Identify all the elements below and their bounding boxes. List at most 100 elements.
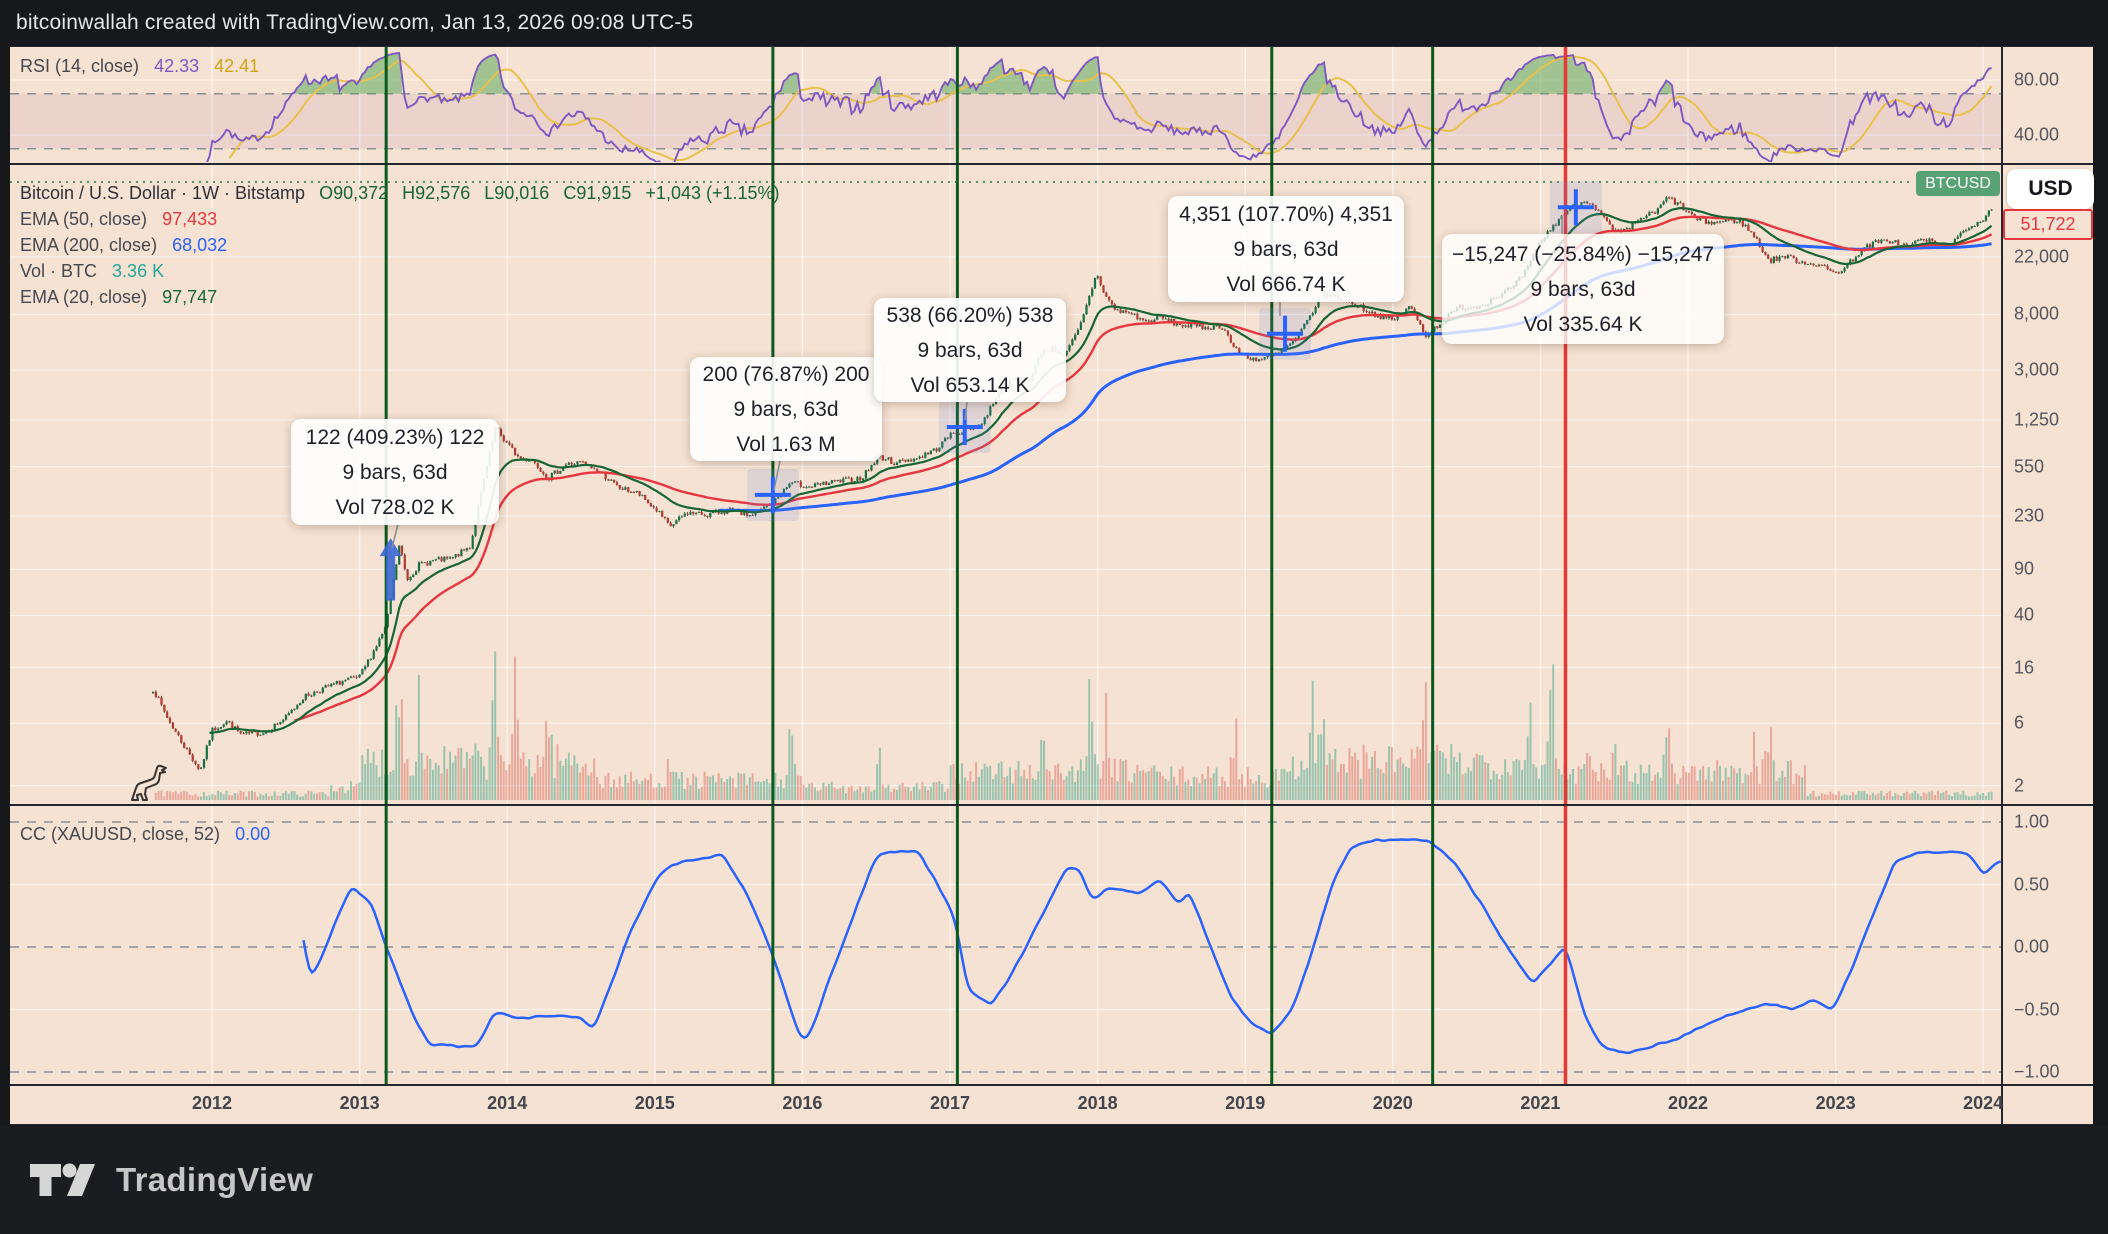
price-axis-label: 550 <box>2014 456 2045 477</box>
measurement-callout[interactable]: 200 (76.87%) 200 9 bars, 63d Vol 1.63 M <box>690 357 882 461</box>
time-axis-label: 2013 <box>339 1093 380 1113</box>
time-axis-label: 2020 <box>1372 1093 1413 1113</box>
ohlc-open: O90,372 <box>319 183 389 203</box>
rsi-legend[interactable]: RSI (14, close) 42.33 42.41 <box>20 56 259 77</box>
indicator-row-ema200[interactable]: EMA (200, close) 68,032 <box>20 232 780 258</box>
time-axis-label: 2023 <box>1815 1093 1856 1113</box>
time-axis-label: 2015 <box>634 1093 675 1113</box>
time-axis-label: 2017 <box>929 1093 971 1113</box>
cc-axis-label: 0.00 <box>2014 936 2050 957</box>
callout-text: −15,247 (−25.84%) −15,247 <box>1451 242 1715 266</box>
indicator-value: 97,433 <box>162 209 218 229</box>
ohlc-change: +1,043 (+1.15%) <box>645 183 780 203</box>
price-axis-label: 22,000 <box>2014 246 2070 267</box>
time-axis-label: 2016 <box>782 1093 823 1113</box>
up-arrow-drawing[interactable] <box>379 538 402 601</box>
price-axis-label: 2 <box>2014 775 2025 796</box>
rsi-series <box>206 51 1993 162</box>
volume-bars <box>154 651 1993 800</box>
cc-axis-label: −0.50 <box>2014 999 2060 1019</box>
time-axis-label: 2022 <box>1667 1093 1709 1113</box>
time-axis-label: 2019 <box>1225 1093 1266 1113</box>
price-axis-label: 40 <box>2014 604 2035 625</box>
measurement-callout[interactable]: 122 (409.23%) 122 9 bars, 63d Vol 728.02 K <box>291 419 499 525</box>
ohlc-close: C91,915 <box>563 183 632 203</box>
callout-text: 9 bars, 63d <box>917 338 1023 362</box>
cc-axis-label: 0.50 <box>2014 874 2050 894</box>
cc-value: 0.00 <box>235 824 271 844</box>
price-axis-label: 8,000 <box>2014 303 2060 324</box>
ohlc-low: L90,016 <box>484 183 550 203</box>
plus-marker-drawing[interactable] <box>1267 315 1304 352</box>
currency-usd-button[interactable]: USD <box>2007 169 2094 209</box>
callout-text: 4,351 (107.70%) 4,351 <box>1179 202 1393 226</box>
time-axis-label: 2014 <box>487 1093 528 1113</box>
current-price-label: 51,722 <box>2003 209 2093 240</box>
indicator-row-volume[interactable]: Vol · BTC 3.36 K <box>20 258 780 284</box>
indicator-value: 68,032 <box>172 235 228 255</box>
cc-axis-label: −1.00 <box>2014 1061 2060 1082</box>
indicator-label: EMA (200, close) <box>20 235 158 255</box>
ohlc-high: H92,576 <box>402 183 471 203</box>
callout-text: 9 bars, 63d <box>342 460 448 484</box>
rsi-axis-label: 80.00 <box>2014 69 2060 90</box>
indicator-label: EMA (50, close) <box>20 209 148 229</box>
indicator-label: Vol · BTC <box>20 261 98 281</box>
cc-axis-label: 1.00 <box>2014 811 2050 832</box>
callout-tail <box>964 401 968 421</box>
callout-text: Vol 653.14 K <box>910 373 1030 397</box>
measurement-callout[interactable]: −15,247 (−25.84%) −15,247 9 bars, 63d Vol … <box>1442 234 1724 344</box>
tradingview-brand-text[interactable]: TradingView <box>116 1160 314 1198</box>
callout-text: 122 (409.23%) 122 <box>305 425 485 449</box>
indicator-row-ema50[interactable]: EMA (50, close) 97,433 <box>20 206 780 232</box>
cc-label: CC (XAUUSD, close, 52) <box>20 824 221 844</box>
measurement-callout[interactable]: 538 (66.20%) 538 9 bars, 63d Vol 653.14 K <box>874 298 1066 402</box>
footer-bar: TradingView <box>0 1125 2108 1234</box>
price-axis-label: 3,000 <box>2014 359 2060 380</box>
time-axis-label: 2024 <box>1963 1093 2004 1113</box>
dino-watermark <box>131 764 167 801</box>
plus-marker-drawing[interactable] <box>754 476 791 513</box>
callout-text: Vol 335.64 K <box>1523 312 1643 336</box>
symbol-badge[interactable]: BTCUSD <box>1916 171 2000 196</box>
time-axis-label: 2012 <box>191 1093 233 1113</box>
callout-text: 9 bars, 63d <box>1530 277 1636 301</box>
callout-text: Vol 728.02 K <box>335 495 455 519</box>
cc-legend[interactable]: CC (XAUUSD, close, 52) 0.00 <box>20 824 270 845</box>
callout-text: Vol 666.74 K <box>1226 272 1346 296</box>
rsi-signal-value: 42.41 <box>214 56 260 76</box>
callout-tail <box>773 455 782 491</box>
indicator-label: EMA (20, close) <box>20 287 148 307</box>
price-axis-label: 230 <box>2014 505 2045 526</box>
indicator-row-ema20[interactable]: EMA (20, close) 97,747 <box>20 284 780 310</box>
price-axis-label: 90 <box>2014 558 2035 579</box>
callout-text: 538 (66.20%) 538 <box>886 303 1054 327</box>
symbol-row[interactable]: Bitcoin / U.S. Dollar · 1W · Bitstamp O9… <box>20 180 780 206</box>
callout-tail <box>391 523 399 549</box>
tradingview-logo-icon[interactable] <box>30 1157 102 1203</box>
time-axis-label: 2021 <box>1520 1093 1561 1113</box>
price-axis-label: 1,250 <box>2014 409 2060 430</box>
callout-text: 9 bars, 63d <box>1233 237 1339 261</box>
measurement-callout[interactable]: 4,351 (107.70%) 4,351 9 bars, 63d Vol 666.… <box>1168 196 1404 302</box>
rsi-label: RSI (14, close) <box>20 56 140 76</box>
price-axis-label: 6 <box>2014 712 2025 733</box>
rsi-value: 42.33 <box>154 56 200 76</box>
indicator-value: 3.36 K <box>112 261 165 281</box>
watermark-title: bitcoinwallah created with TradingView.c… <box>16 11 694 34</box>
callout-text: 200 (76.87%) 200 <box>702 362 870 386</box>
rsi-axis-label: 40.00 <box>2014 124 2060 145</box>
time-axis-label: 2018 <box>1077 1093 1118 1113</box>
indicator-value: 97,747 <box>162 287 218 307</box>
main-legend: Bitcoin / U.S. Dollar · 1W · Bitstamp O9… <box>20 180 780 310</box>
drawing-markers[interactable] <box>379 181 1602 601</box>
plus-marker-drawing[interactable] <box>1557 189 1594 226</box>
symbol-title: Bitcoin / U.S. Dollar · 1W · Bitstamp <box>20 183 306 203</box>
callout-text: Vol 1.63 M <box>736 432 836 456</box>
ema-overlays <box>209 206 1993 735</box>
price-axis-label: 16 <box>2014 657 2035 677</box>
callout-text: 9 bars, 63d <box>733 397 839 421</box>
cc-series <box>302 838 2002 1055</box>
